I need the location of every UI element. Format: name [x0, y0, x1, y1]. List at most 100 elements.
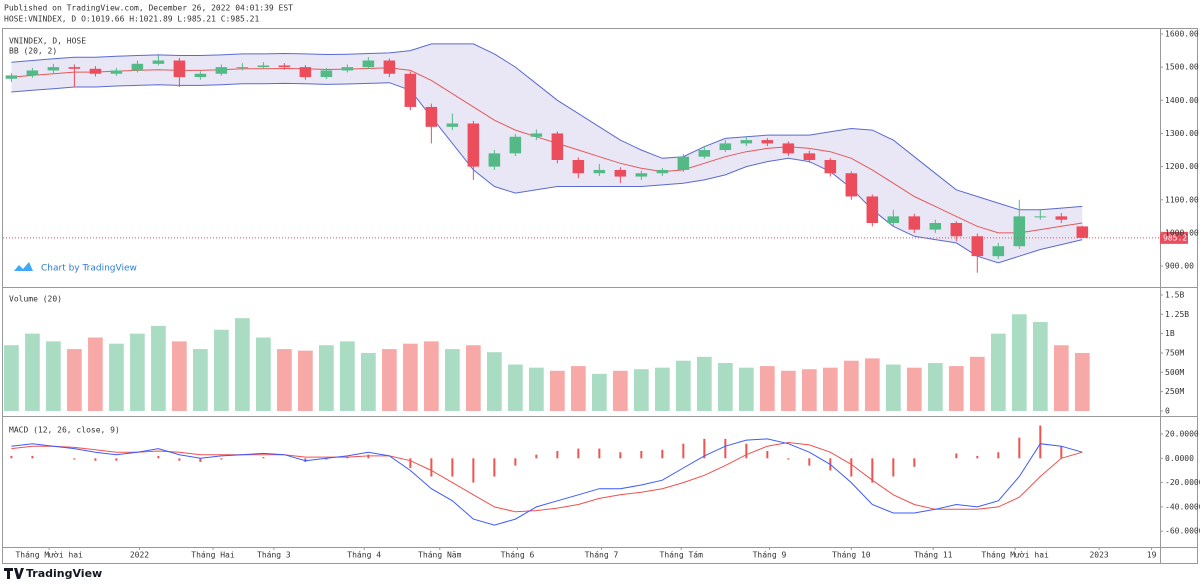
- y-tick-label: 250M: [1165, 387, 1184, 396]
- volume-bar: [990, 333, 1006, 411]
- volume-bar: [88, 337, 103, 411]
- candle-body: [845, 173, 858, 197]
- candle-body: [26, 70, 39, 76]
- y-tick-label: 20.0000: [1165, 430, 1199, 439]
- candle-body: [782, 143, 795, 154]
- x-tick-label: Tháng Mười hai: [981, 550, 1049, 560]
- candle-body: [824, 159, 837, 174]
- candle-body: [341, 67, 354, 71]
- watermark-icon: [14, 262, 33, 271]
- candle-body: [110, 70, 123, 74]
- y-tick-label: -60.0000: [1165, 527, 1200, 536]
- x-tick-label: Tháng 11: [914, 551, 953, 560]
- x-tick-label: Tháng Năm: [418, 551, 462, 560]
- signal-line: [11, 441, 1083, 513]
- volume-bar: [298, 350, 313, 411]
- plot: 985.21 900.00 1000.00 1100.00 1200.00 1300.00…: [3, 29, 1200, 560]
- candle-body: [635, 173, 648, 177]
- volume-bar: [193, 349, 208, 411]
- volume-bar: [801, 369, 817, 411]
- candle-body: [152, 60, 165, 64]
- candle-body: [5, 75, 18, 79]
- y-tick-label: 1.5B: [1165, 290, 1184, 299]
- publish-line: Published on TradingView.com, December 2…: [4, 4, 293, 13]
- volume-bar: [633, 369, 649, 411]
- volume-bar: [403, 343, 418, 411]
- volume-bar: [361, 352, 376, 411]
- candle-body: [404, 73, 417, 107]
- candle-body: [1034, 216, 1047, 218]
- candle-body: [89, 68, 102, 74]
- candle-body: [887, 216, 900, 223]
- y-tick-label: 1200.00: [1165, 162, 1199, 171]
- watermark[interactable]: Chart by TradingView: [14, 262, 137, 274]
- candle-body: [719, 143, 732, 151]
- volume-bar: [1053, 345, 1069, 411]
- x-tick-label: Tháng 9: [753, 551, 787, 560]
- volume-bar: [235, 318, 250, 411]
- volume-bar: [864, 358, 880, 411]
- logo-text: TradingView: [26, 567, 102, 580]
- volume-bar: [25, 333, 40, 411]
- volume-bar: [927, 363, 943, 411]
- candle-body: [971, 236, 984, 257]
- watermark-text: Chart by TradingView: [41, 264, 137, 274]
- candle-body: [929, 222, 942, 230]
- bb-basis-line: [11, 67, 1083, 234]
- x-tick-label: Tháng Hai: [191, 551, 235, 560]
- x-tick-label: 2023: [1089, 551, 1108, 560]
- candle-body: [950, 222, 963, 237]
- volume-bar: [675, 360, 691, 411]
- candle-body: [362, 60, 375, 68]
- bb-fill: [11, 43, 1083, 263]
- price-title: VNINDEX, D, HOSE: [9, 37, 86, 46]
- candle-body: [509, 136, 522, 154]
- x-tick-label: Tháng 3: [257, 551, 291, 560]
- candle-body: [320, 70, 333, 78]
- candle-body: [1055, 216, 1068, 220]
- volume-bar: [172, 341, 187, 411]
- volume-bar: [340, 341, 355, 411]
- bb-upper-line: [11, 43, 1083, 211]
- macd-title: MACD (12, 26, close, 9): [9, 426, 120, 435]
- candle-body: [215, 67, 228, 74]
- volume-bar: [466, 345, 481, 411]
- y-tick-label: 0.0000: [1165, 454, 1194, 463]
- candle-body: [278, 65, 291, 68]
- candle-body: [236, 67, 249, 69]
- candle-body: [68, 67, 81, 69]
- volume-bar: [382, 349, 397, 411]
- y-tick-label: 1B: [1165, 329, 1175, 338]
- volume-bar: [759, 366, 775, 411]
- x-tick-label: Tháng Mười hai: [15, 550, 83, 560]
- y-tick-label: 1600.00: [1165, 29, 1199, 38]
- volume-bar: [571, 366, 586, 411]
- x-tick-label: 19: [1147, 551, 1157, 560]
- volume-bar: [969, 356, 985, 411]
- candle-body: [383, 60, 396, 74]
- candle-body: [740, 140, 753, 144]
- volume-bar: [885, 364, 901, 411]
- volume-title: Volume (20): [9, 295, 62, 304]
- volume-bar: [445, 349, 460, 411]
- x-tick-label: 2022: [130, 551, 149, 560]
- volume-bar: [46, 341, 61, 411]
- candle-body: [467, 123, 480, 167]
- x-tick-label: Tháng 6: [501, 551, 535, 560]
- macd-line: [11, 438, 1083, 526]
- volume-bar: [843, 360, 859, 411]
- volume-bar: [654, 367, 670, 411]
- y-tick-label: 1300.00: [1165, 129, 1199, 138]
- volume-bar: [277, 349, 292, 411]
- volume-bar: [612, 370, 628, 411]
- candle-body: [992, 246, 1005, 257]
- candle-body: [1013, 216, 1026, 247]
- volume-bar: [1032, 322, 1048, 411]
- y-tick-label: -40.0000: [1165, 502, 1200, 511]
- volume-bar: [4, 345, 19, 411]
- volume-bar: [256, 337, 271, 411]
- y-tick-label: 500M: [1165, 368, 1184, 377]
- candle-body: [866, 196, 879, 223]
- y-tick-label: -20.0000: [1165, 478, 1200, 487]
